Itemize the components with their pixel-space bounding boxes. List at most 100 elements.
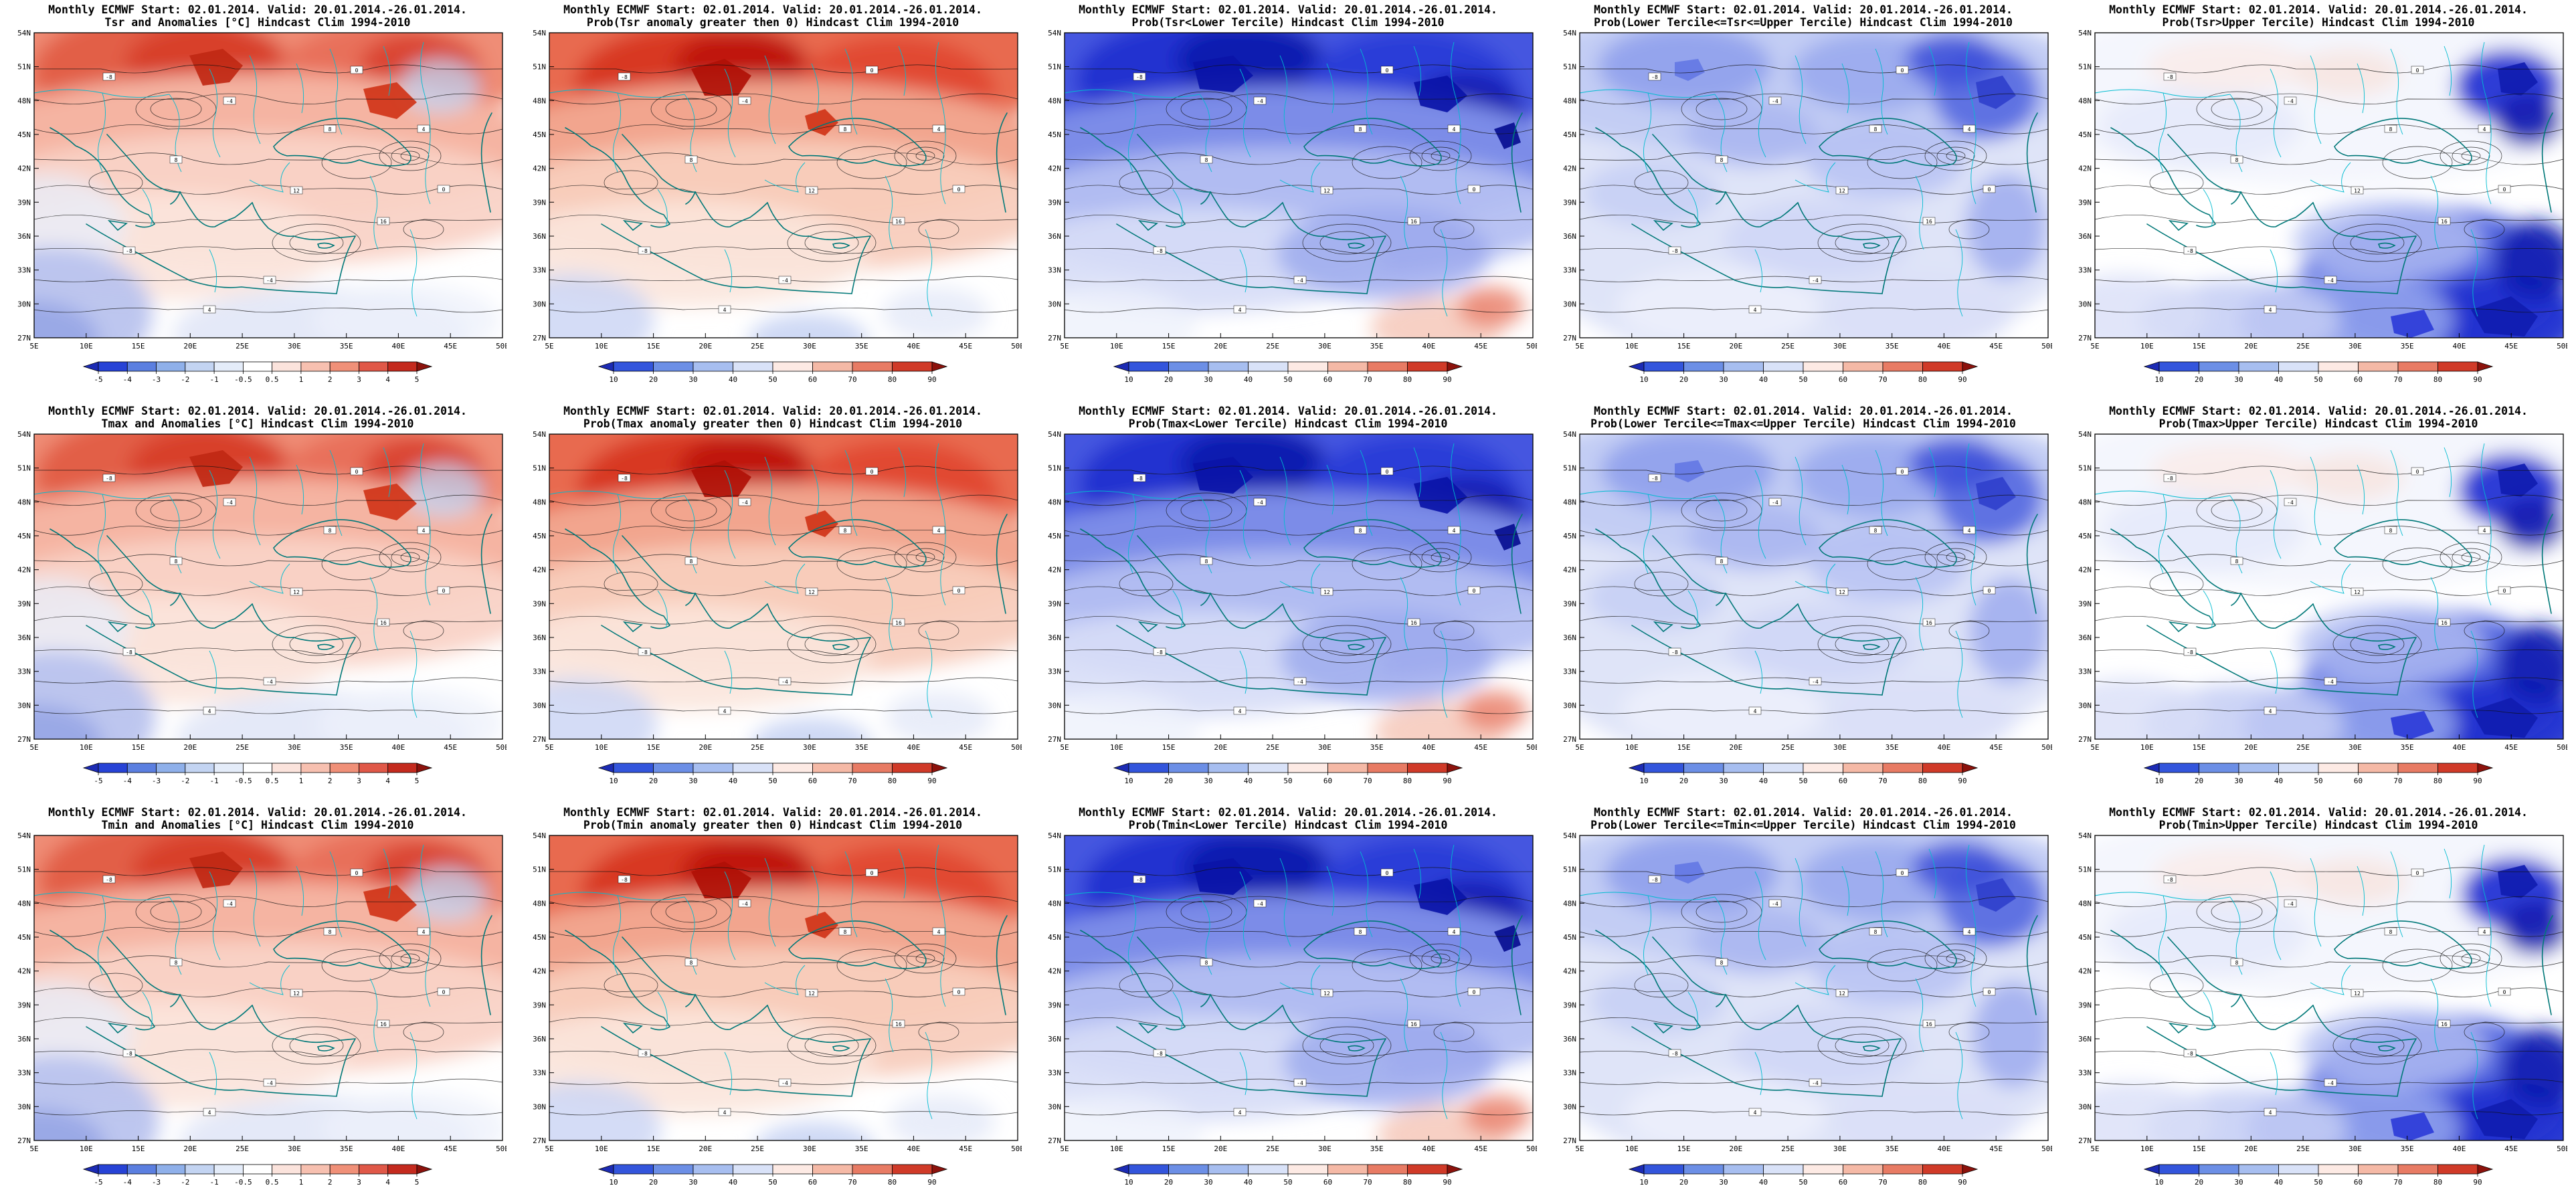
map-panel-tsr-prob-upp: Monthly ECMWF Start: 02.01.2014. Valid: … [2061,0,2576,401]
panel-title-line2: Tsr and Anomalies [°C] Hindcast Clim 199… [104,16,411,29]
lon-axis-label: 20E [1214,743,1227,752]
panel-title-line1: Monthly ECMWF Start: 02.01.2014. Valid: … [1079,405,1497,417]
lon-axis-label: 35E [1885,1144,1899,1153]
colorbar-tick-label: 50 [768,777,777,785]
colorbar-segment [2158,361,2199,372]
map-frame [2094,835,2564,1141]
panel-title-line2: Prob(Tmax>Upper Tercile) Hindcast Clim 1… [2158,417,2478,430]
lat-axis-label: 48N [17,899,31,908]
colorbar-tick-label: 60 [808,375,817,384]
lon-axis-label: 45E [2504,1144,2518,1153]
lon-axis-label: 50E [1011,1144,1022,1153]
colorbar-segment [812,361,853,372]
colorbar-tick-label: -4 [123,1178,132,1187]
lat-axis-label: 39N [2078,1001,2092,1009]
colorbar-segment [1763,1164,1804,1175]
lat-axis-label: 27N [17,735,31,744]
lon-axis-label: 15E [132,342,145,350]
colorbar-segment [1643,1164,1684,1175]
colorbar-arrow-left [1113,361,1129,372]
colorbar-segment [1882,361,1923,372]
colorbar-segment [300,763,331,773]
field-patch [1494,524,1521,550]
colorbar-segment [1287,763,1328,773]
panel-title-line2: Prob(Tmin anomaly greater then 0) Hindca… [583,819,963,831]
colorbar-arrow-right [1447,763,1463,773]
colorbar-tick-label: 60 [1323,375,1332,384]
panel-title-line2: Prob(Lower Tercile<=Tsr<=Upper Tercile) … [1594,16,2013,29]
colorbar-segment [613,1164,654,1175]
colorbar-tick-label: -5 [94,777,102,785]
field-patch [363,82,417,119]
lat-axis-label: 54N [1563,29,1576,37]
lon-axis-label: 5E [545,342,553,350]
lon-axis-label: 35E [1370,1144,1384,1153]
colorbar-segment [1367,1164,1408,1175]
colorbar-tick-label: 50 [1799,1178,1807,1187]
colorbar-segment [1287,361,1328,372]
colorbar-tick-label: 10 [609,777,618,785]
lat-axis-label: 27N [1048,334,1061,342]
colorbar-segment [1643,361,1684,372]
colorbar-segment [156,361,186,372]
colorbar-tick-label: 70 [1363,1178,1372,1187]
lon-axis-label: 25E [1781,342,1795,350]
map-frame [1064,433,1534,740]
lon-axis-label: 50E [496,342,507,350]
lon-axis-label: 15E [1162,342,1176,350]
lon-axis-label: 10E [595,743,608,752]
lon-axis-label: 30E [803,342,816,350]
lon-axis-label: 45E [444,743,457,752]
colorbar-segment [1327,1164,1368,1175]
colorbar-tick-label: -2 [181,1178,189,1187]
panel-title-line1: Monthly ECMWF Start: 02.01.2014. Valid: … [563,806,982,819]
lon-axis-label: 40E [391,342,405,350]
colorbar-tick-label: 70 [2393,375,2402,384]
field-patch [691,460,751,497]
field-patch [189,450,243,487]
colorbar-tick-label: 40 [1759,777,1768,785]
colorbar-tick-label: 10 [1639,777,1648,785]
lon-axis-label: 20E [699,743,712,752]
lon-axis-label: 25E [1266,342,1279,350]
lat-axis-label: 36N [533,232,546,241]
colorbar-tick-label: -0.5 [234,1178,252,1187]
panel-title-line2: Tmax and Anomalies [°C] Hindcast Clim 19… [101,417,414,430]
colorbar-tick-label: 40 [1244,375,1253,384]
colorbar-segment [653,361,694,372]
colorbar-segment [1723,1164,1764,1175]
lat-axis-label: 54N [1048,430,1061,439]
field-layer [1065,33,1533,338]
lon-axis-label: 10E [1625,342,1639,350]
lat-axis-label: 45N [533,130,546,139]
colorbar-arrow-right [416,763,433,773]
lon-axis-label: 15E [647,743,660,752]
lon-axis-label: 50E [496,1144,507,1153]
lat-axis-label: 39N [2078,198,2092,207]
colorbar-tick-label: -3 [152,777,161,785]
lat-axis-label: 45N [1563,532,1576,540]
colorbar-tick-label: 80 [888,1178,897,1187]
lat-axis-label: 33N [17,1069,31,1078]
map-panel-tmin-prob-mid: Monthly ECMWF Start: 02.01.2014. Valid: … [1546,803,2061,1204]
lat-axis-label: 51N [17,63,31,72]
lon-axis-label: 50E [2557,743,2567,752]
map-panel-tsr-prob-pos: Monthly ECMWF Start: 02.01.2014. Valid: … [515,0,1030,401]
map-frame [2094,433,2564,740]
colorbar-segment [329,763,359,773]
colorbar-tick-label: 90 [1443,375,1451,384]
colorbar-tick-label: 2 [328,375,333,384]
lon-axis-label: 30E [1318,1144,1331,1153]
colorbar-tick-label: 90 [1958,777,1966,785]
colorbar-tick-label: -4 [123,777,132,785]
colorbar-tick-label: 70 [848,375,856,384]
lat-axis-label: 42N [533,967,546,976]
colorbar-tick-label: 70 [1363,777,1372,785]
lat-axis-label: 27N [533,334,546,342]
colorbar-arrow-right [2477,763,2494,773]
lon-axis-label: 10E [1110,342,1123,350]
lon-axis-label: 20E [1729,743,1742,752]
